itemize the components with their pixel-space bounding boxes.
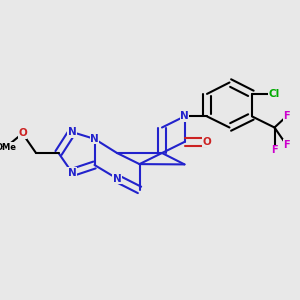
Text: N: N: [68, 167, 76, 178]
Text: Cl: Cl: [269, 89, 280, 99]
Text: F: F: [283, 140, 290, 150]
Text: N: N: [112, 173, 122, 184]
Text: O: O: [202, 137, 211, 147]
Text: N: N: [90, 134, 99, 144]
Text: F: F: [283, 111, 290, 122]
Text: O: O: [18, 128, 27, 139]
Text: OMe: OMe: [0, 142, 16, 152]
Text: N: N: [180, 111, 189, 122]
Text: F: F: [271, 145, 278, 155]
Text: N: N: [68, 127, 76, 137]
